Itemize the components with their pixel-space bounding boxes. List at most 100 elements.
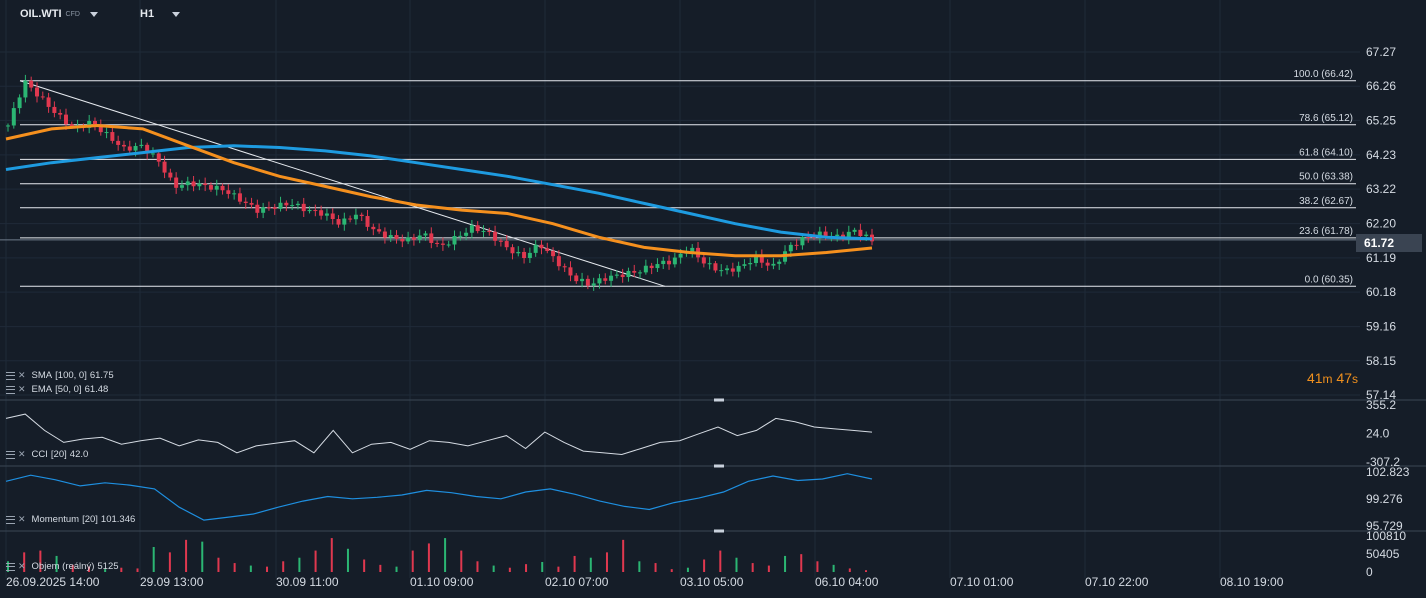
fib-level-label: 61.8 (64.10) [1299, 147, 1353, 158]
candle-body [377, 229, 382, 232]
candle-body [87, 120, 92, 128]
volume-bar [39, 550, 42, 572]
candle-body [713, 263, 718, 271]
close-icon[interactable]: ✕ [18, 384, 26, 394]
close-icon[interactable]: ✕ [18, 561, 26, 571]
timeframe-selector[interactable]: H1 [140, 8, 181, 20]
candle-body [487, 230, 492, 232]
candle-body [156, 153, 161, 162]
close-icon[interactable]: ✕ [18, 514, 26, 524]
candle-body [46, 97, 51, 107]
indicator-cci[interactable]: ✕ CCI [20] 42.0 [6, 449, 88, 460]
volume-bar [784, 555, 787, 572]
candle-body [237, 193, 242, 202]
volume-bar [557, 566, 560, 572]
time-tick-label: 01.10 09:00 [410, 575, 474, 589]
fibonacci-retracement[interactable]: 100.0 (66.42) 78.6 (65.12) 61.8 (64.10) 50.… [0, 69, 1360, 287]
fib-level-label: 50.0 (63.38) [1299, 172, 1353, 183]
candle-body [417, 235, 422, 240]
symbol-type: CFD [65, 10, 80, 18]
candle-body [197, 183, 202, 187]
momentum-pane [5, 473, 873, 521]
candle-body [58, 112, 63, 115]
candles [6, 74, 874, 291]
price-tick-label: 67.27 [1366, 45, 1396, 59]
candle-body [203, 183, 208, 186]
indicator-sma[interactable]: ✕ SMA [100, 0] 61.75 [6, 370, 114, 381]
indicator-momentum[interactable]: ✕ Momentum [20] 101.346 [6, 514, 135, 525]
candle-body [411, 237, 416, 240]
pane-resize-handle [714, 529, 724, 533]
indicator-params: [20] [50, 449, 67, 460]
volume-bar [525, 564, 528, 572]
candle-body [719, 270, 724, 272]
candle-body [336, 219, 341, 225]
settings-icon[interactable] [6, 562, 15, 571]
price-tick-label: 58.15 [1366, 354, 1396, 368]
candle-body [429, 233, 434, 243]
candle-body [539, 244, 544, 249]
volume-bar [719, 550, 722, 572]
candle-body [348, 218, 353, 220]
candle-body [678, 253, 683, 258]
settings-icon[interactable] [6, 385, 15, 394]
candle-body [243, 201, 248, 203]
candle-body [568, 267, 573, 276]
candle-body [313, 210, 318, 212]
candle-body [777, 261, 782, 264]
candle-body [516, 251, 521, 254]
candle-body [278, 202, 283, 209]
volume-bar [379, 564, 382, 572]
volume-bar [346, 548, 349, 572]
settings-icon[interactable] [6, 371, 15, 380]
countdown-minutes: 41 [1306, 370, 1323, 386]
candle-body [40, 96, 45, 98]
cci-line [5, 413, 873, 456]
volume-bar [654, 563, 657, 572]
candle-body [754, 255, 759, 264]
trend-line[interactable] [19, 80, 666, 287]
close-icon[interactable]: ✕ [18, 370, 26, 380]
candle-body [145, 144, 150, 154]
indicator-name: EMA [31, 384, 53, 395]
candle-body [353, 214, 358, 220]
candle-body [319, 210, 324, 216]
volume-bar [7, 561, 9, 572]
candle-body [597, 278, 602, 284]
symbol-label: OIL.WTI [20, 8, 62, 20]
momentum-line [5, 473, 873, 521]
candle-body [759, 255, 764, 263]
candle-body [817, 231, 822, 238]
candle-body [736, 265, 741, 272]
pane-resize-handle [714, 398, 724, 402]
countdown-seconds-unit: s [1352, 372, 1358, 386]
symbol-selector[interactable]: OIL.WTI CFD [20, 8, 98, 20]
volume-bar [832, 564, 835, 572]
timeframe-label: H1 [140, 8, 155, 20]
candle-body [638, 272, 643, 274]
candle-body [551, 250, 556, 257]
indicator-volume[interactable]: ✕ Objem (reálný) 5125 [6, 561, 119, 572]
volume-bar [735, 557, 738, 572]
candle-body [707, 263, 712, 265]
chevron-down-icon [89, 11, 98, 17]
candle-body [725, 268, 730, 271]
indicator-value: 61.48 [84, 384, 109, 395]
volume-tick-label: 100810 [1366, 529, 1406, 543]
settings-icon[interactable] [6, 515, 15, 524]
candle-body [800, 236, 805, 246]
candle-body [835, 234, 840, 237]
candle-body [359, 214, 364, 217]
settings-icon[interactable] [6, 450, 15, 459]
candle-body [440, 243, 445, 245]
price-tick-label: 64.23 [1366, 148, 1396, 162]
candle-body [92, 120, 97, 126]
indicator-ema[interactable]: ✕ EMA [50, 0] 61.48 [6, 384, 108, 395]
candle-body [162, 161, 167, 173]
candle-body [614, 274, 619, 276]
candle-body [742, 264, 747, 266]
volume-bar [55, 555, 58, 572]
close-icon[interactable]: ✕ [18, 449, 26, 459]
candle-body [255, 204, 260, 213]
